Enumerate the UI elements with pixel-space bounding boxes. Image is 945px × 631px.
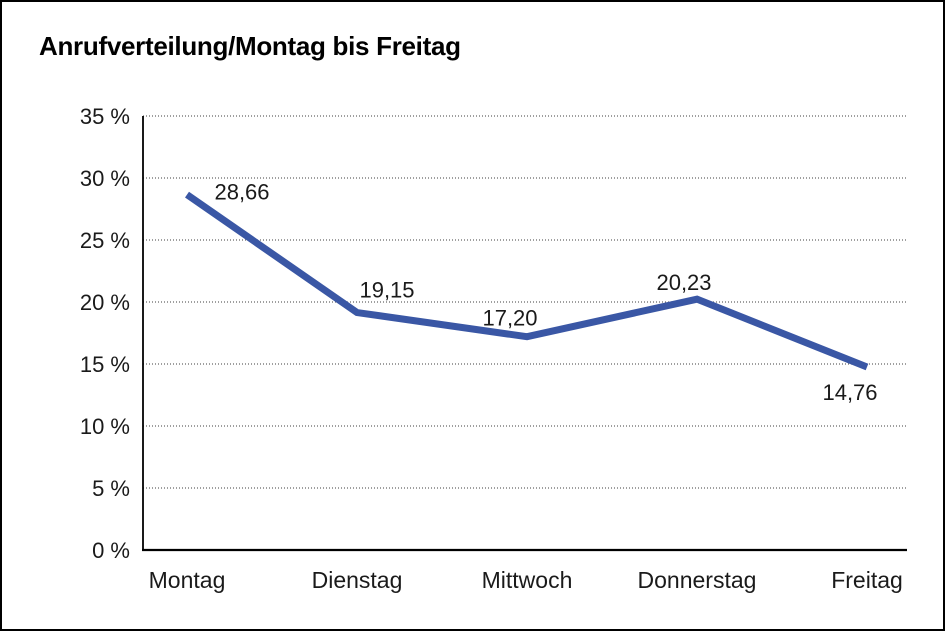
x-category-label: Montag xyxy=(149,567,226,593)
data-value-label: 17,20 xyxy=(482,306,537,331)
y-tick-label: 20 % xyxy=(80,290,130,315)
y-tick-label: 30 % xyxy=(80,166,130,191)
data-value-label: 20,23 xyxy=(656,270,711,295)
y-tick-label: 10 % xyxy=(80,414,130,439)
y-tick-label: 25 % xyxy=(80,228,130,253)
data-value-label: 19,15 xyxy=(359,278,414,303)
x-category-label: Freitag xyxy=(831,567,903,593)
x-category-label: Dienstag xyxy=(312,567,403,593)
x-category-label: Mittwoch xyxy=(482,567,573,593)
y-tick-label: 5 % xyxy=(92,476,130,501)
data-value-label: 28,66 xyxy=(214,180,269,205)
y-tick-label: 35 % xyxy=(80,104,130,129)
y-tick-label: 15 % xyxy=(80,352,130,377)
x-category-label: Donnerstag xyxy=(638,567,757,593)
y-tick-label: 0 % xyxy=(92,538,130,563)
chart-title: Anrufverteilung/Montag bis Freitag xyxy=(39,31,461,61)
data-line xyxy=(185,191,869,371)
data-value-label: 14,76 xyxy=(822,380,877,405)
